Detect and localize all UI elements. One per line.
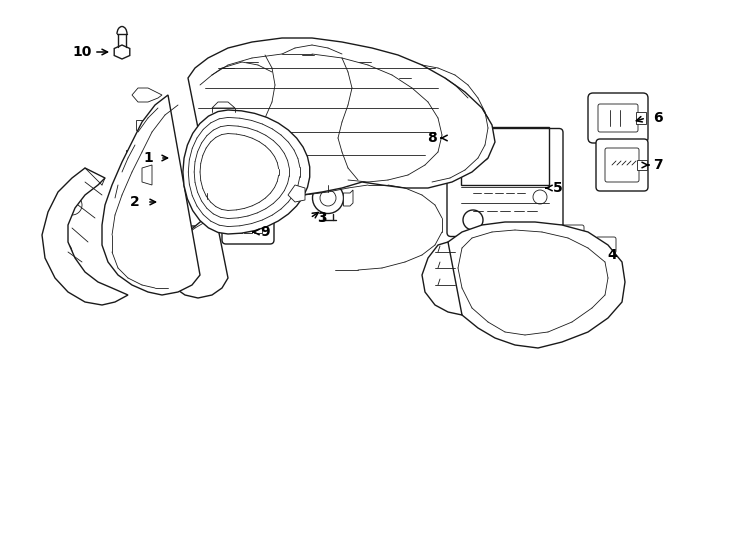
Polygon shape xyxy=(212,102,235,108)
Polygon shape xyxy=(42,168,128,305)
Bar xyxy=(386,148,398,157)
FancyBboxPatch shape xyxy=(222,212,274,244)
Polygon shape xyxy=(115,45,130,59)
Text: 6: 6 xyxy=(653,111,663,125)
Polygon shape xyxy=(142,165,152,185)
FancyBboxPatch shape xyxy=(447,129,563,237)
FancyBboxPatch shape xyxy=(428,128,444,148)
Bar xyxy=(386,128,398,137)
FancyBboxPatch shape xyxy=(588,93,648,143)
Bar xyxy=(109,210,121,220)
Text: 5: 5 xyxy=(553,181,563,195)
Bar xyxy=(306,123,330,147)
Bar xyxy=(276,123,300,147)
Text: 9: 9 xyxy=(260,225,270,239)
Polygon shape xyxy=(183,110,310,234)
Bar xyxy=(244,223,252,233)
Bar xyxy=(174,199,182,211)
Bar xyxy=(254,223,262,233)
Circle shape xyxy=(313,183,344,213)
Text: 4: 4 xyxy=(607,248,617,262)
FancyBboxPatch shape xyxy=(436,116,488,160)
Text: 8: 8 xyxy=(427,131,437,145)
Bar xyxy=(136,120,148,130)
Bar xyxy=(636,112,646,124)
Polygon shape xyxy=(102,95,200,295)
Polygon shape xyxy=(288,185,305,202)
Bar xyxy=(234,223,242,233)
FancyBboxPatch shape xyxy=(596,139,648,191)
Polygon shape xyxy=(445,222,625,348)
Polygon shape xyxy=(132,88,162,102)
Text: 2: 2 xyxy=(130,195,140,209)
Polygon shape xyxy=(168,38,495,298)
Bar xyxy=(126,150,138,160)
Text: 3: 3 xyxy=(317,211,327,225)
Circle shape xyxy=(194,192,220,218)
Text: 7: 7 xyxy=(653,158,663,172)
Bar xyxy=(439,153,451,173)
Bar xyxy=(116,180,128,190)
Text: 1: 1 xyxy=(143,151,153,165)
Bar xyxy=(386,168,398,177)
Polygon shape xyxy=(344,190,353,206)
Text: 10: 10 xyxy=(73,45,92,59)
FancyBboxPatch shape xyxy=(175,184,229,226)
Bar xyxy=(461,127,549,185)
Bar xyxy=(637,160,647,170)
Polygon shape xyxy=(422,242,462,315)
